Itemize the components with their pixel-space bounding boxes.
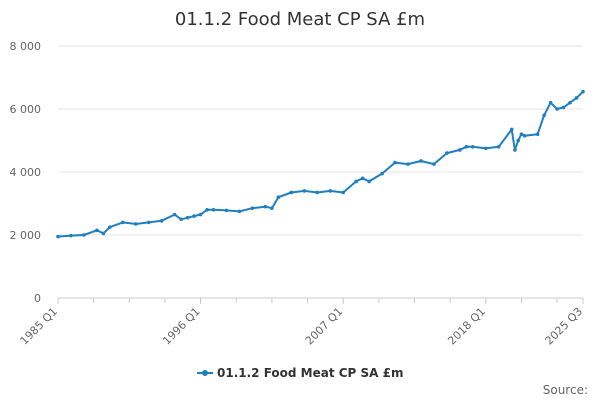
data-point[interactable]	[519, 132, 524, 136]
data-point[interactable]	[237, 209, 242, 214]
data-point[interactable]	[496, 145, 501, 149]
legend-label: 01.1.2 Food Meat CP SA £m	[217, 366, 404, 380]
data-point[interactable]	[380, 171, 384, 176]
data-point[interactable]	[328, 189, 333, 193]
y-tick-label: 8 000	[10, 40, 42, 53]
y-tick-label: 0	[34, 292, 41, 305]
data-point[interactable]	[198, 212, 203, 217]
grid	[58, 45, 583, 236]
data-point[interactable]	[108, 225, 112, 229]
data-point[interactable]	[159, 219, 164, 223]
data-point[interactable]	[542, 113, 546, 118]
data-point[interactable]	[56, 234, 60, 239]
data-point[interactable]	[360, 176, 365, 181]
x-tick-label: 1996 Q1	[160, 305, 203, 348]
data-point[interactable]	[172, 212, 177, 217]
data-point[interactable]	[224, 208, 229, 213]
data-point[interactable]	[263, 204, 268, 209]
x-tick-label: 2018 Q1	[445, 305, 488, 348]
source-label: Source:	[543, 383, 588, 397]
data-point[interactable]	[121, 220, 125, 225]
data-point[interactable]	[302, 189, 307, 193]
data-point[interactable]	[574, 96, 579, 100]
data-point[interactable]	[393, 160, 397, 165]
data-point[interactable]	[516, 138, 520, 143]
y-tick-label: 4 000	[10, 166, 42, 179]
data-point[interactable]	[250, 206, 255, 211]
data-point[interactable]	[69, 233, 73, 238]
data-point[interactable]	[535, 132, 540, 136]
data-point[interactable]	[289, 190, 294, 195]
legend[interactable]: 01.1.2 Food Meat CP SA £m	[197, 366, 404, 380]
data-point[interactable]	[509, 127, 514, 132]
x-tick-label: 2007 Q1	[303, 305, 346, 348]
data-point[interactable]	[179, 217, 183, 222]
data-point[interactable]	[471, 145, 475, 149]
data-point[interactable]	[581, 89, 585, 94]
data-point[interactable]	[555, 107, 559, 111]
plot-area	[56, 89, 585, 239]
data-point[interactable]	[464, 145, 469, 149]
data-point[interactable]	[341, 190, 345, 195]
y-tick-label: 2 000	[10, 229, 42, 242]
data-point[interactable]	[406, 162, 410, 166]
data-point[interactable]	[101, 231, 106, 236]
data-point[interactable]	[561, 105, 566, 110]
y-axis: 0 2 000 4 000 6 000 8 000	[10, 40, 42, 305]
data-point[interactable]	[354, 179, 358, 184]
data-point[interactable]	[522, 133, 527, 138]
data-point[interactable]	[270, 206, 274, 211]
series-line	[57, 90, 584, 238]
data-point[interactable]	[185, 215, 190, 220]
data-point[interactable]	[513, 148, 517, 152]
data-point[interactable]	[95, 228, 99, 233]
data-point[interactable]	[211, 208, 216, 212]
data-point[interactable]	[82, 233, 86, 237]
legend-marker	[202, 370, 208, 376]
data-point[interactable]	[133, 222, 138, 226]
x-tick-label: 2025 Q3	[543, 305, 586, 348]
x-axis: 1985 Q1 1996 Q1 2007 Q1 2018 Q1 2025 Q3	[18, 298, 586, 348]
data-point[interactable]	[432, 162, 436, 166]
data-point[interactable]	[548, 100, 553, 105]
x-tick-label: 1985 Q1	[18, 305, 61, 348]
data-point[interactable]	[483, 146, 488, 151]
data-point[interactable]	[205, 208, 209, 212]
data-point[interactable]	[367, 179, 371, 184]
chart-title: 01.1.2 Food Meat CP SA £m	[175, 9, 425, 30]
y-tick-label: 6 000	[10, 103, 42, 116]
data-point[interactable]	[445, 151, 449, 155]
data-point[interactable]	[568, 100, 572, 105]
data-point[interactable]	[146, 220, 151, 225]
data-point[interactable]	[192, 214, 196, 218]
data-point[interactable]	[419, 159, 423, 163]
data-point[interactable]	[458, 148, 462, 152]
data-point[interactable]	[315, 190, 320, 195]
data-point[interactable]	[276, 195, 281, 199]
